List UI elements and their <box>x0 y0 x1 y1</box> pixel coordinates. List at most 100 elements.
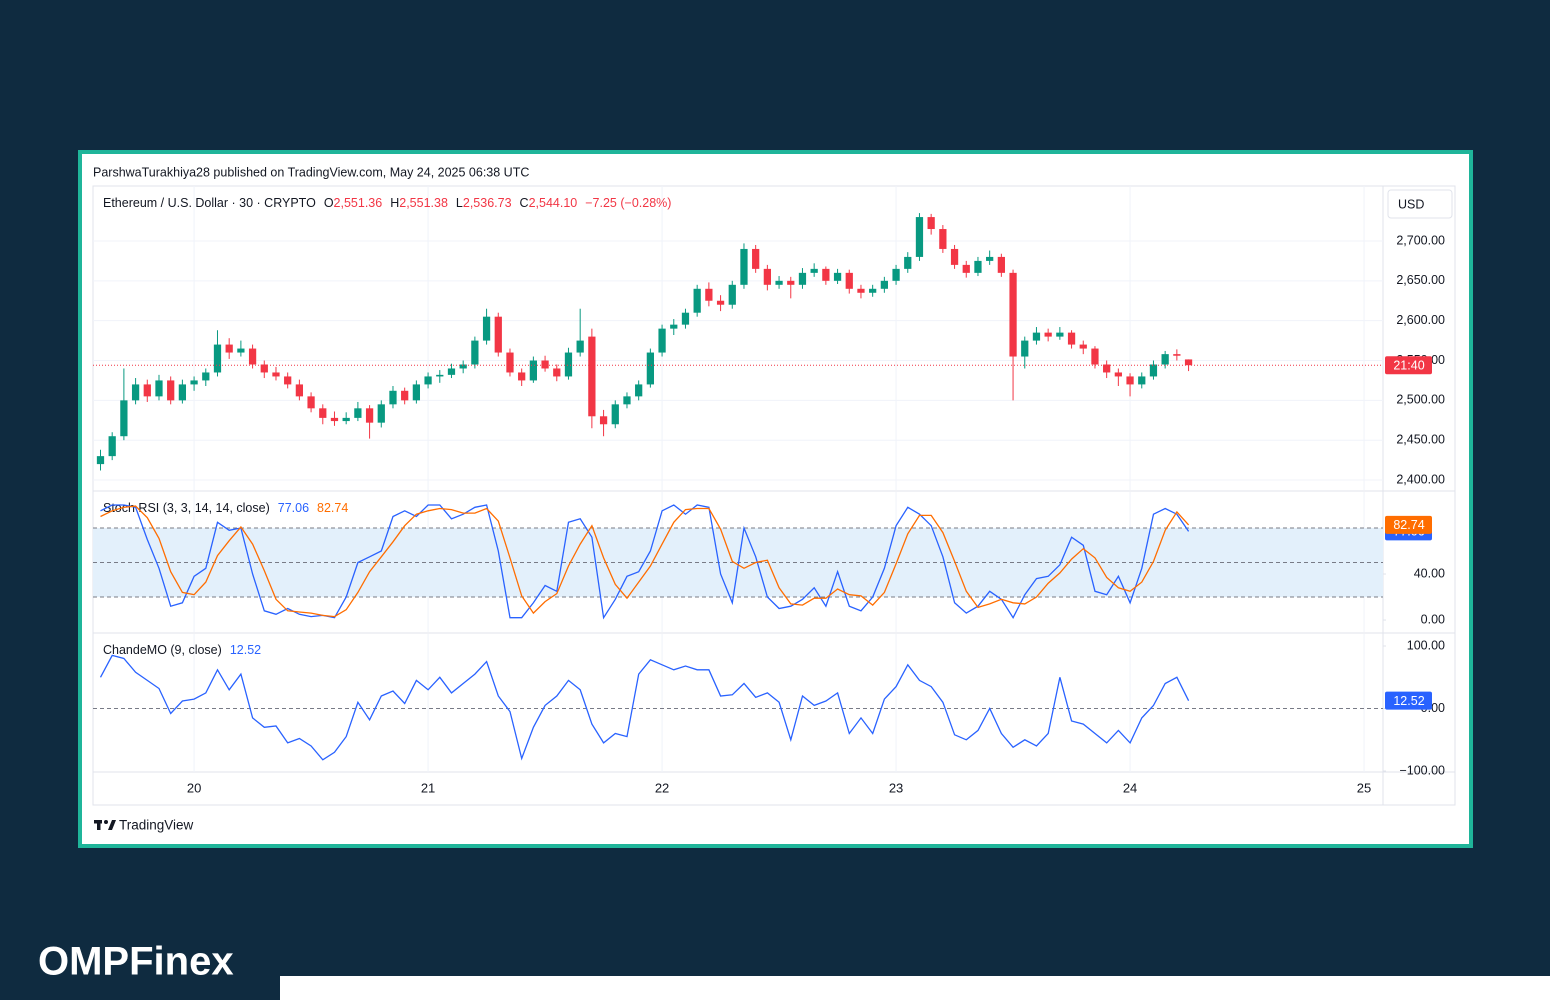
candle-body <box>670 324 678 329</box>
candle-body <box>810 268 818 273</box>
tradingview-logo: TradingView <box>94 818 194 833</box>
candle-body <box>307 396 315 409</box>
ohlc-value: 2,536.73 <box>463 196 512 210</box>
candle-body <box>248 348 257 365</box>
indicator-value: 77.06 <box>278 501 309 515</box>
x-tick-label: 20 <box>187 780 201 795</box>
candle-body <box>833 272 842 281</box>
value-badge <box>1385 691 1432 710</box>
candle-body <box>412 384 421 401</box>
candle-body <box>693 288 701 313</box>
y-tick-label: 100.00 <box>1407 638 1445 652</box>
candle-body <box>705 288 713 301</box>
candle-body <box>155 380 163 397</box>
x-tick-label: 23 <box>889 780 903 795</box>
y-tick-label: 0.00 <box>1421 612 1445 626</box>
candle-body <box>1149 364 1158 377</box>
x-tick-label: 22 <box>655 780 669 795</box>
x-tick-label: 21 <box>421 780 435 795</box>
indicator-legend: Stoch RSI (3, 3, 14, 14, close) 77.06 82.7… <box>103 501 348 515</box>
candle-body <box>1032 332 1041 341</box>
plots: 20 21 22 23 24 25 2,400.00 2,450.00 2,500.00 2,55… <box>93 186 1445 795</box>
x-tick-label: 24 <box>1123 780 1137 795</box>
candle-body <box>436 374 444 377</box>
ohlc-key: O <box>324 196 334 210</box>
candle-body <box>1173 354 1181 356</box>
candle-body <box>564 352 573 377</box>
value-badge-label: 21:40 <box>1393 359 1424 373</box>
candle-body <box>1114 372 1122 377</box>
y-tick-label: 2,400.00 <box>1396 472 1445 486</box>
candle-body <box>716 300 725 305</box>
y-tick-label: 2,650.00 <box>1396 273 1445 287</box>
candle-body <box>190 380 198 385</box>
candle-body <box>939 229 947 249</box>
candle-body <box>974 260 982 273</box>
candle-body <box>845 272 853 289</box>
candle-body <box>541 360 549 369</box>
candle-body <box>295 384 304 397</box>
indicator-value: 12.52 <box>230 643 261 657</box>
candle-body <box>1021 340 1029 357</box>
candle-body <box>904 256 912 269</box>
value-badge <box>1385 356 1432 375</box>
candle-body <box>365 408 374 423</box>
candle-body <box>424 376 432 385</box>
candle-body <box>611 404 619 425</box>
candle-body <box>728 284 736 305</box>
y-tick-label: 40.00 <box>1414 566 1445 580</box>
publisher: ParshwaTurakhiya28 published on TradingV… <box>93 165 529 179</box>
candle-body <box>131 384 140 401</box>
candle-body <box>658 328 666 353</box>
indicator-legend: ChandeMO (9, close) 12.52 <box>103 643 261 657</box>
candle-body <box>950 248 959 265</box>
currency-label[interactable]: USD <box>1398 197 1424 211</box>
candle-body <box>389 390 397 405</box>
symbol-legend: Ethereum / U.S. Dollar · 30 · CRYPTO O2,5… <box>103 196 671 210</box>
candle-body <box>202 372 210 381</box>
candle-body <box>143 384 151 397</box>
candle-body <box>284 376 292 385</box>
candle-body <box>623 396 631 405</box>
candle-body <box>740 248 748 285</box>
logo-icon <box>97 820 101 830</box>
candle-body <box>646 352 654 385</box>
candle-body <box>1009 272 1017 357</box>
ohlc-key: H <box>390 196 399 210</box>
candle-body <box>1091 348 1099 365</box>
y-tick-label: 2,500.00 <box>1396 393 1445 407</box>
candle-body <box>553 368 561 377</box>
candle-body <box>167 380 175 401</box>
candle-body <box>927 217 935 230</box>
candle-body <box>857 288 865 293</box>
candle-body <box>962 264 970 273</box>
symbol-name: Ethereum / U.S. Dollar · 30 · CRYPTO <box>103 196 316 210</box>
indicator-line <box>100 504 1190 620</box>
y-tick-label: −100.00 <box>1399 763 1445 777</box>
candle-body <box>342 417 350 422</box>
ohlc-value: 2,551.36 <box>334 196 383 210</box>
candle-body <box>447 368 456 375</box>
candle-body <box>763 268 771 285</box>
value-badge-label: 82.74 <box>1393 518 1424 532</box>
candle-body <box>1126 376 1134 385</box>
ohlc-key: L <box>456 196 463 210</box>
candle-body <box>986 256 994 261</box>
y-tick-label: 2,450.00 <box>1396 432 1445 446</box>
candle-body <box>775 280 783 285</box>
candle-body <box>635 384 643 397</box>
candle-body <box>1138 376 1146 385</box>
candle-body <box>681 312 690 325</box>
candle-body <box>108 436 116 457</box>
currency-button[interactable] <box>1387 189 1453 219</box>
candle-body <box>260 364 268 373</box>
candle-body <box>471 340 479 365</box>
logo-icon <box>108 820 116 830</box>
value-badge <box>1385 515 1432 534</box>
candle-body <box>96 456 105 465</box>
logo-text: TradingView <box>119 818 194 833</box>
candle-body <box>798 272 807 285</box>
price-change: −7.25 (−0.28%) <box>585 196 671 210</box>
value-badge-label: 12.52 <box>1393 694 1424 708</box>
candle-body <box>787 280 795 285</box>
